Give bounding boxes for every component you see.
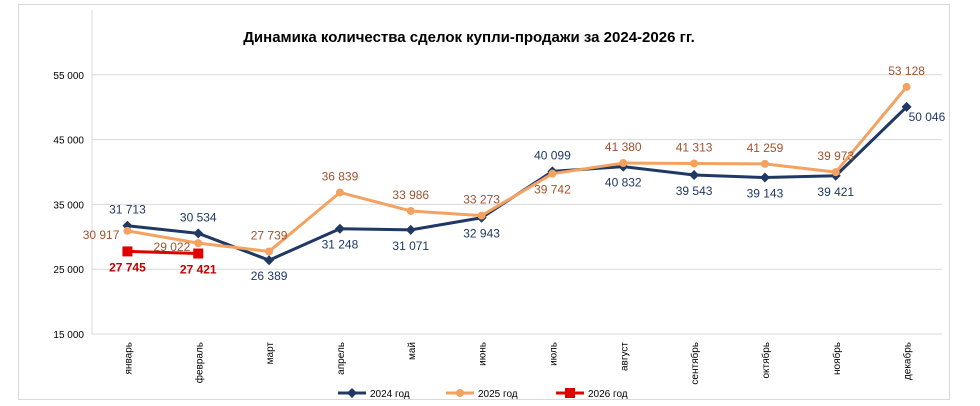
data-point xyxy=(265,247,274,256)
legend-label: 2026 год xyxy=(588,389,628,400)
x-tick-label: июнь xyxy=(478,342,489,366)
series-line xyxy=(127,249,199,256)
legend-item: 2025 год xyxy=(446,389,518,400)
data-label: 33 273 xyxy=(463,193,500,207)
data-label: 31 713 xyxy=(109,203,146,217)
data-point xyxy=(334,223,345,234)
data-point xyxy=(335,188,344,197)
data-point xyxy=(689,169,700,180)
legend-item: 2026 год xyxy=(556,388,628,400)
y-tick-label: 15 000 xyxy=(53,330,84,341)
data-point xyxy=(619,159,628,168)
series-line xyxy=(127,105,908,262)
data-label: 30 534 xyxy=(180,210,217,224)
x-tick-label: июль xyxy=(548,342,559,366)
data-label: 31 248 xyxy=(322,238,359,252)
series-line xyxy=(127,85,908,253)
data-label: 41 380 xyxy=(605,140,642,154)
data-point xyxy=(193,228,204,239)
y-tick-label: 35 000 xyxy=(53,200,84,211)
data-point xyxy=(565,388,575,398)
data-label: 32 943 xyxy=(463,227,500,241)
series-1: 30 917 29 022 27 739 36 839 33 986 33 273 39 7… xyxy=(83,64,925,256)
data-point xyxy=(405,224,416,235)
data-label: 50 046 xyxy=(909,110,946,124)
x-tick-label: октябрь xyxy=(760,342,772,379)
data-point xyxy=(759,172,770,183)
data-label: 53 128 xyxy=(888,64,925,78)
data-label: 39 973 xyxy=(817,149,854,163)
data-point xyxy=(194,239,203,248)
x-tick-label: май xyxy=(407,342,418,360)
series-2: 27 745 27 421 xyxy=(109,246,217,277)
series-0: 31 713 30 534 26 389 31 248 31 071 32 943 40 0… xyxy=(109,101,946,283)
data-label: 39 543 xyxy=(676,184,713,198)
data-point xyxy=(122,246,133,257)
data-point xyxy=(548,169,557,178)
data-point xyxy=(456,389,464,397)
data-label: 26 389 xyxy=(251,269,288,283)
data-label: 30 917 xyxy=(83,228,120,242)
legend-item: 2024 год xyxy=(338,388,410,400)
x-tick-label: январь xyxy=(123,342,134,374)
data-label: 41 313 xyxy=(676,140,713,154)
data-point xyxy=(264,255,275,266)
data-point xyxy=(406,206,415,215)
data-point xyxy=(831,168,840,177)
data-label: 31 071 xyxy=(392,239,429,253)
x-tick-label: сентябрь xyxy=(689,342,701,385)
data-label: 29 022 xyxy=(154,240,191,254)
legend-label: 2025 год xyxy=(478,389,518,400)
x-tick-label: апрель xyxy=(336,342,347,375)
data-label: 39 742 xyxy=(534,183,571,197)
data-label: 27 745 xyxy=(109,260,146,274)
data-point xyxy=(902,82,911,91)
data-point xyxy=(690,159,699,168)
data-point xyxy=(347,388,357,398)
legend-label: 2024 год xyxy=(370,389,410,400)
data-point xyxy=(760,159,769,168)
chart-title: Динамика количества сделок купли-продажи… xyxy=(243,29,695,46)
y-tick-label: 45 000 xyxy=(53,136,84,147)
data-label: 39 143 xyxy=(747,187,784,201)
y-tick-label: 25 000 xyxy=(53,265,84,276)
data-point xyxy=(193,248,204,259)
data-label: 27 739 xyxy=(251,228,288,242)
data-point xyxy=(477,211,486,220)
legend: 2024 год 2025 год 2026 год xyxy=(338,388,628,400)
data-label: 27 421 xyxy=(180,263,217,277)
x-tick-label: февраль xyxy=(193,342,205,383)
x-tick-label: декабрь xyxy=(902,342,914,380)
x-tick-label: ноябрь xyxy=(831,342,843,375)
y-tick-label: 55 000 xyxy=(53,71,84,82)
data-point xyxy=(901,101,912,112)
x-tick-label: март xyxy=(265,342,276,365)
x-tick-label: август xyxy=(619,342,630,371)
data-label: 41 259 xyxy=(747,141,784,155)
gridlines xyxy=(92,74,942,335)
data-point xyxy=(123,226,132,235)
data-label: 40 832 xyxy=(605,176,642,190)
data-label: 40 099 xyxy=(534,148,571,162)
data-label: 39 421 xyxy=(817,185,854,199)
data-label: 36 839 xyxy=(322,169,359,183)
data-label: 33 986 xyxy=(392,188,429,202)
